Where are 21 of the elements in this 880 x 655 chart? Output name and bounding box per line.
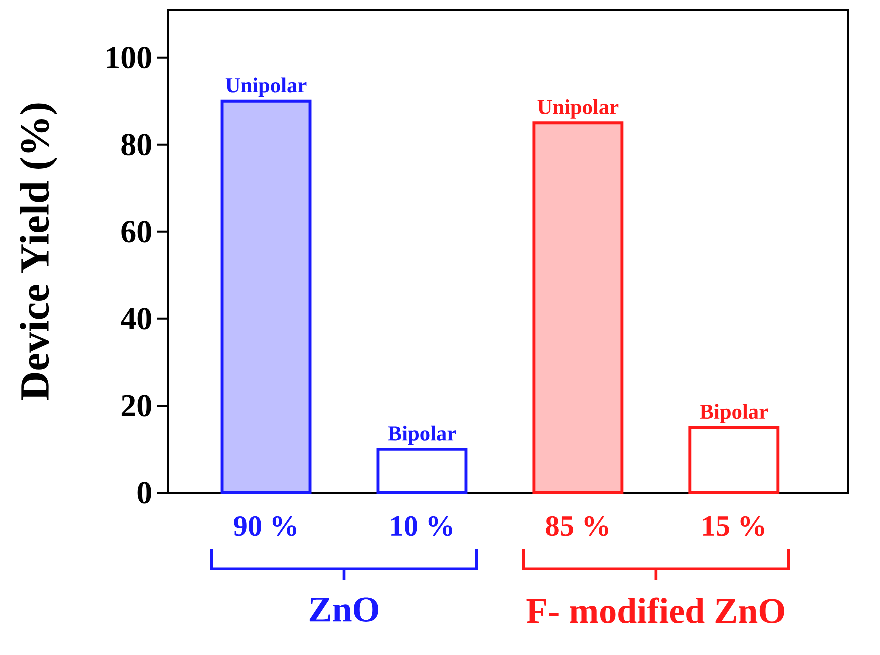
bar (532, 122, 624, 494)
annotation: Bipolar (388, 426, 456, 446)
x-tick-label: 10 % (392, 516, 452, 536)
y-tick-label: 100 (107, 47, 152, 69)
annotation: Unipolar (538, 100, 619, 119)
y-tick-label: 20 (122, 395, 152, 417)
text: F- modified ZnO (526, 598, 784, 624)
y-tick-label: 80 (122, 134, 152, 156)
annotation: Bipolar (700, 404, 768, 424)
x-tick-label: 90 % (234, 516, 296, 536)
y-tick-label: 0 (138, 482, 152, 504)
text: ZnO (310, 598, 378, 622)
x-tick-label: 15 % (703, 516, 764, 536)
annotation: Unipolar (226, 78, 307, 98)
y-tick-label: 40 (121, 308, 152, 330)
x-tick-label: 85 % (546, 516, 608, 536)
y-tick-label: 60 (122, 221, 152, 243)
bar (220, 100, 312, 494)
bar (376, 448, 468, 494)
bar (688, 426, 780, 494)
y-axis-title: Device Yield (%) (20, 104, 58, 400)
